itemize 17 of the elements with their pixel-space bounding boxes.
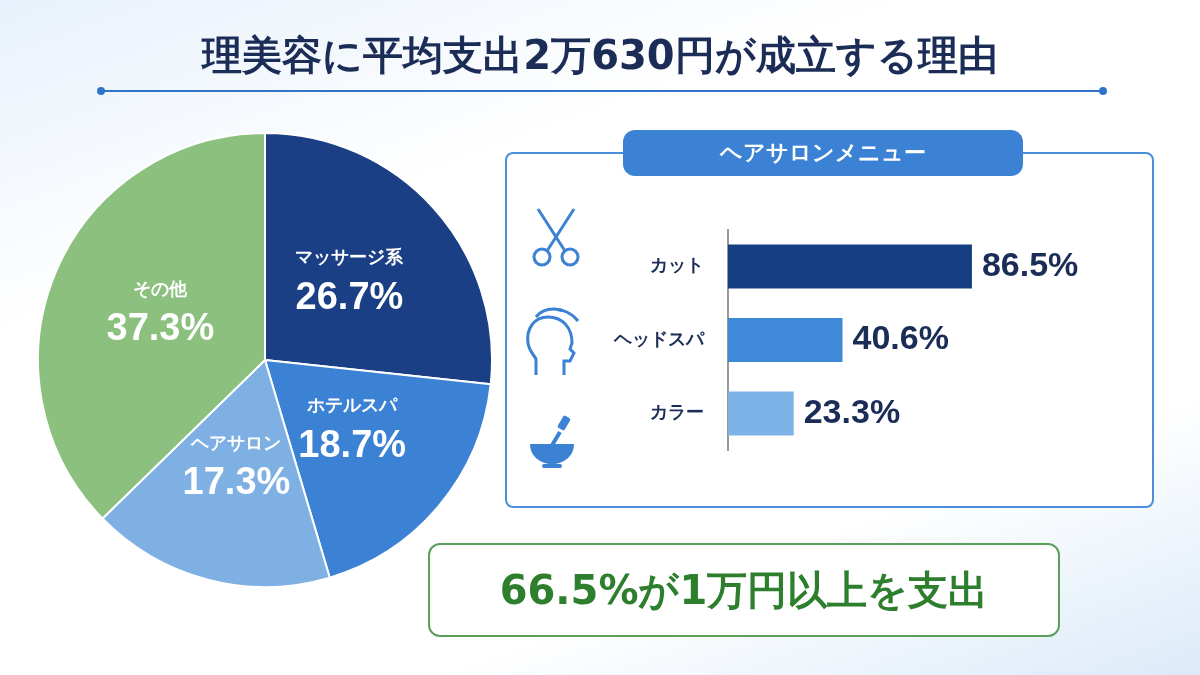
data-label: 17.3% xyxy=(182,460,291,503)
slice-label: マッサージ系 xyxy=(295,245,405,267)
y-tick-label: カラー xyxy=(650,401,704,423)
data-label: 37.3% xyxy=(106,306,215,349)
slice-label: ヘアサロン xyxy=(190,431,282,453)
text: 66.5%が1万円以上を支出 xyxy=(428,543,1060,637)
y-tick-label: カット xyxy=(650,254,704,276)
data-label: 86.5% xyxy=(981,244,1079,283)
data-label: 26.7% xyxy=(295,274,404,317)
data-label: 40.6% xyxy=(852,318,949,357)
data-label: 18.7% xyxy=(298,423,407,466)
slice-label: その他 xyxy=(133,277,189,299)
y-tick-label: ヘッドスパ xyxy=(613,327,705,349)
chart-title: ヘアサロンメニュー xyxy=(623,130,1023,176)
slice-label: ホテルスパ xyxy=(306,394,399,416)
data-label: 23.3% xyxy=(803,391,901,430)
text: 理美容に平均支出2万630円が成立する理由 xyxy=(200,31,999,80)
